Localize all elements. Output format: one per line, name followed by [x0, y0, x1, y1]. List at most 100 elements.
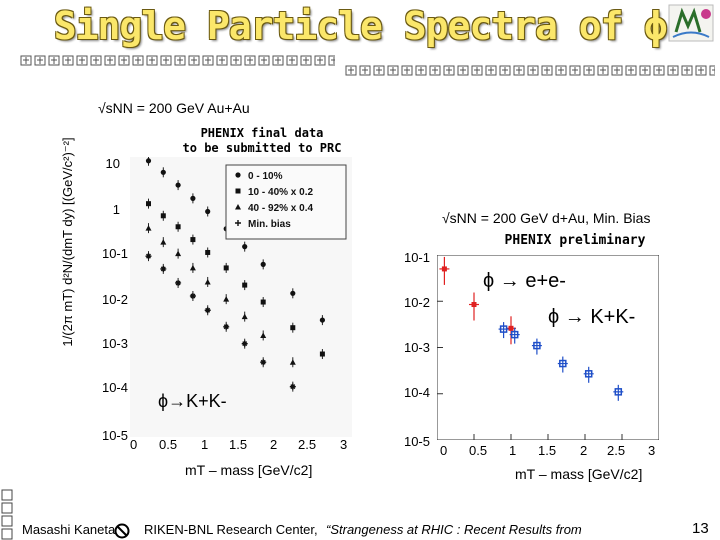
- left-plot-note-line1: PHENIX final data: [200, 126, 324, 140]
- left-x-tick: 2: [270, 437, 278, 452]
- right-x-tick: 1.5: [538, 443, 557, 458]
- data-point: [160, 167, 166, 178]
- data-point: [260, 357, 267, 368]
- left-y-tick: 10: [105, 156, 120, 171]
- data-point: [204, 276, 211, 287]
- legend-box: [225, 164, 347, 240]
- data-point: [223, 321, 230, 332]
- left-plot-y-axis-label: 1/(2π mT) d²N/(dmT dy) [(GeV/c²)⁻²]: [60, 137, 75, 347]
- legend-label: 0 - 10%: [248, 171, 283, 182]
- data-point: [319, 315, 325, 326]
- legend-entry: 40 - 92% x 0.4: [235, 203, 313, 214]
- right-plot-note: PHENIX preliminary: [504, 233, 646, 248]
- data-point: [498, 322, 509, 339]
- data-point: [175, 180, 181, 191]
- data-point: [189, 291, 196, 302]
- data-point: [290, 322, 296, 333]
- data-point: [190, 193, 196, 204]
- legend-label: 10 - 40% x 0.2: [248, 187, 313, 198]
- data-point: [439, 256, 450, 285]
- data-point: [145, 251, 152, 262]
- data-point: [557, 356, 568, 373]
- legend-label: Min. bias: [248, 219, 291, 230]
- data-point: [146, 198, 151, 209]
- right-y-tick: 10-4: [403, 385, 430, 400]
- data-point: [469, 292, 479, 321]
- data-point: [290, 288, 296, 299]
- left-x-tick: 1.5: [229, 437, 248, 452]
- data-point: [175, 248, 182, 259]
- data-point: [260, 297, 266, 308]
- legend-label: 40 - 92% x 0.4: [248, 203, 313, 214]
- right-x-tick: 2: [580, 443, 588, 458]
- decorative-kanji-sidebar: [1, 489, 13, 540]
- right-x-tick: 1: [509, 443, 517, 458]
- footer-author: Masashi Kaneta: [22, 522, 116, 537]
- data-point: [189, 262, 196, 273]
- right-y-tick: 10-5: [403, 434, 430, 449]
- decorative-pattern-strip: [345, 64, 715, 78]
- data-point: [531, 338, 542, 355]
- right-x-tick: 2.5: [607, 443, 626, 458]
- data-point: [613, 384, 624, 401]
- data-point: [260, 259, 266, 270]
- data-point: [289, 381, 296, 392]
- institution-logo-icon: [668, 4, 714, 42]
- data-point: [160, 263, 167, 274]
- left-y-tick: 10-2: [101, 292, 128, 307]
- data-point: [242, 280, 248, 291]
- data-point: [160, 210, 166, 221]
- left-y-tick: 10-1: [101, 246, 128, 261]
- footer-affiliation: RIKEN-BNL Research Center,: [144, 522, 318, 537]
- left-plot-note-line2: to be submitted to PRC: [182, 141, 342, 155]
- data-point: [160, 237, 167, 248]
- data-point: [223, 294, 230, 305]
- data-point: [190, 234, 196, 245]
- page-number: 13: [692, 520, 709, 537]
- data-point: [205, 206, 211, 217]
- data-point: [175, 221, 181, 232]
- left-x-axis-label: mT – mass [GeV/c2]: [185, 462, 313, 478]
- legend-entry: 0 - 10%: [235, 171, 283, 182]
- data-point: [205, 247, 211, 258]
- data-point: [289, 357, 296, 368]
- right-x-tick: 0.5: [469, 443, 488, 458]
- left-y-tick: 10-5: [101, 428, 128, 443]
- right-x-tick: 3: [648, 443, 656, 458]
- data-point: [145, 157, 152, 166]
- data-point: [319, 349, 325, 360]
- data-point: [175, 277, 182, 288]
- footer-talk-title: “Strangeness at RHIC : Recent Results fr…: [326, 522, 582, 537]
- left-x-tick: 0: [130, 437, 138, 452]
- legend-entry: Min. bias: [235, 219, 291, 230]
- slide-title: Single Particle Spectra of ϕ: [53, 4, 668, 48]
- left-y-tick: 10-4: [101, 380, 128, 395]
- left-channel-label: ϕ→K+K-: [158, 391, 227, 411]
- decorative-pattern-strip: [20, 54, 335, 68]
- right-y-tick: 10-2: [403, 295, 430, 310]
- kk-channel-label: ϕ → K+K-: [548, 306, 636, 328]
- ee-channel-label: ϕ → e+e-: [483, 270, 566, 292]
- right-plot-header: √sNN = 200 GeV d+Au, Min. Bias: [442, 210, 651, 226]
- data-point: [145, 223, 152, 234]
- no-symbol-icon: [114, 523, 130, 539]
- left-x-tick: 2.5: [298, 437, 317, 452]
- left-spectra-plot: 0 - 10% 10 - 40% x 0.2 40 - 92% x 0.4 Min. …: [130, 157, 352, 437]
- data-point: [241, 338, 248, 349]
- left-x-tick: 0.5: [159, 437, 178, 452]
- data-point: [241, 311, 248, 322]
- right-y-tick: 10-1: [403, 250, 430, 265]
- left-x-tick: 1: [201, 437, 209, 452]
- right-spectra-plot: [437, 255, 659, 440]
- data-point: [223, 262, 229, 273]
- data-point: [260, 330, 267, 341]
- left-y-tick: 1: [112, 202, 120, 217]
- data-point: [204, 305, 211, 316]
- right-y-tick: 10-3: [403, 340, 430, 355]
- left-y-tick: 10-3: [101, 336, 128, 351]
- right-x-tick: 0: [440, 443, 448, 458]
- data-point: [242, 241, 248, 252]
- right-x-axis-label: mT – mass [GeV/c2]: [515, 466, 643, 482]
- left-x-tick: 3: [340, 437, 348, 452]
- data-point: [509, 327, 520, 344]
